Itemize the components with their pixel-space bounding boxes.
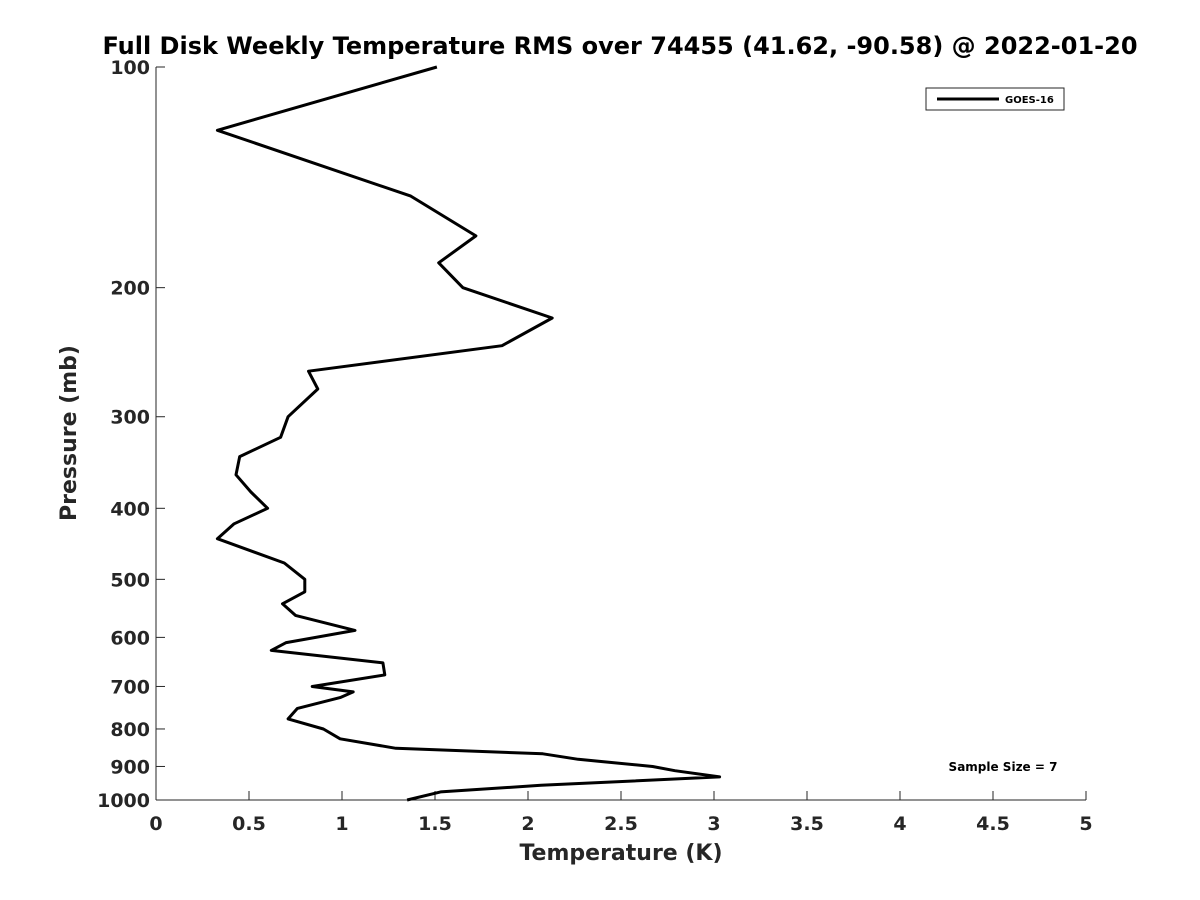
y-tick-label: 600 xyxy=(110,627,150,649)
x-tick-label: 3 xyxy=(707,813,720,835)
y-tick-label: 700 xyxy=(110,676,150,698)
y-ticks: 100 200 300 400 500 600 700 800 900 1000 xyxy=(97,57,165,812)
x-tick-label: 0 xyxy=(149,813,162,835)
y-tick-label: 100 xyxy=(110,57,150,79)
series-line-goes-16 xyxy=(215,65,722,802)
x-ticks: 0 0.5 1 1.5 2 2.5 3 3.5 4 4.5 5 xyxy=(149,791,1093,835)
y-tick-label: 200 xyxy=(110,278,150,300)
x-tick-label: 4.5 xyxy=(976,813,1010,835)
y-tick-label: 400 xyxy=(110,498,150,520)
x-tick-label: 0.5 xyxy=(232,813,266,835)
x-tick-label: 1 xyxy=(335,813,348,835)
y-axis-label: Pressure (mb) xyxy=(57,345,82,521)
x-tick-label: 2.5 xyxy=(604,813,638,835)
plot-area: 0 0.5 1 1.5 2 2.5 3 3.5 4 4.5 5 100 200 300 400 500 600… xyxy=(97,57,1093,835)
x-tick-label: 2 xyxy=(521,813,534,835)
chart-title: Full Disk Weekly Temperature RMS over 74… xyxy=(102,32,1137,60)
x-tick-label: 5 xyxy=(1079,813,1092,835)
y-tick-label: 800 xyxy=(110,719,150,741)
y-tick-label: 300 xyxy=(110,407,150,429)
x-axis-label: Temperature (K) xyxy=(519,841,722,866)
x-tick-label: 3.5 xyxy=(790,813,824,835)
y-tick-label: 900 xyxy=(110,756,150,778)
y-tick-label: 500 xyxy=(110,569,150,591)
legend-entry-goes-16: GOES-16 xyxy=(1005,95,1054,106)
x-tick-label: 1.5 xyxy=(418,813,452,835)
sample-size-annotation: Sample Size = 7 xyxy=(949,760,1058,774)
legend: GOES-16 xyxy=(925,87,1065,111)
y-tick-label: 1000 xyxy=(97,790,150,812)
x-tick-label: 4 xyxy=(893,813,906,835)
